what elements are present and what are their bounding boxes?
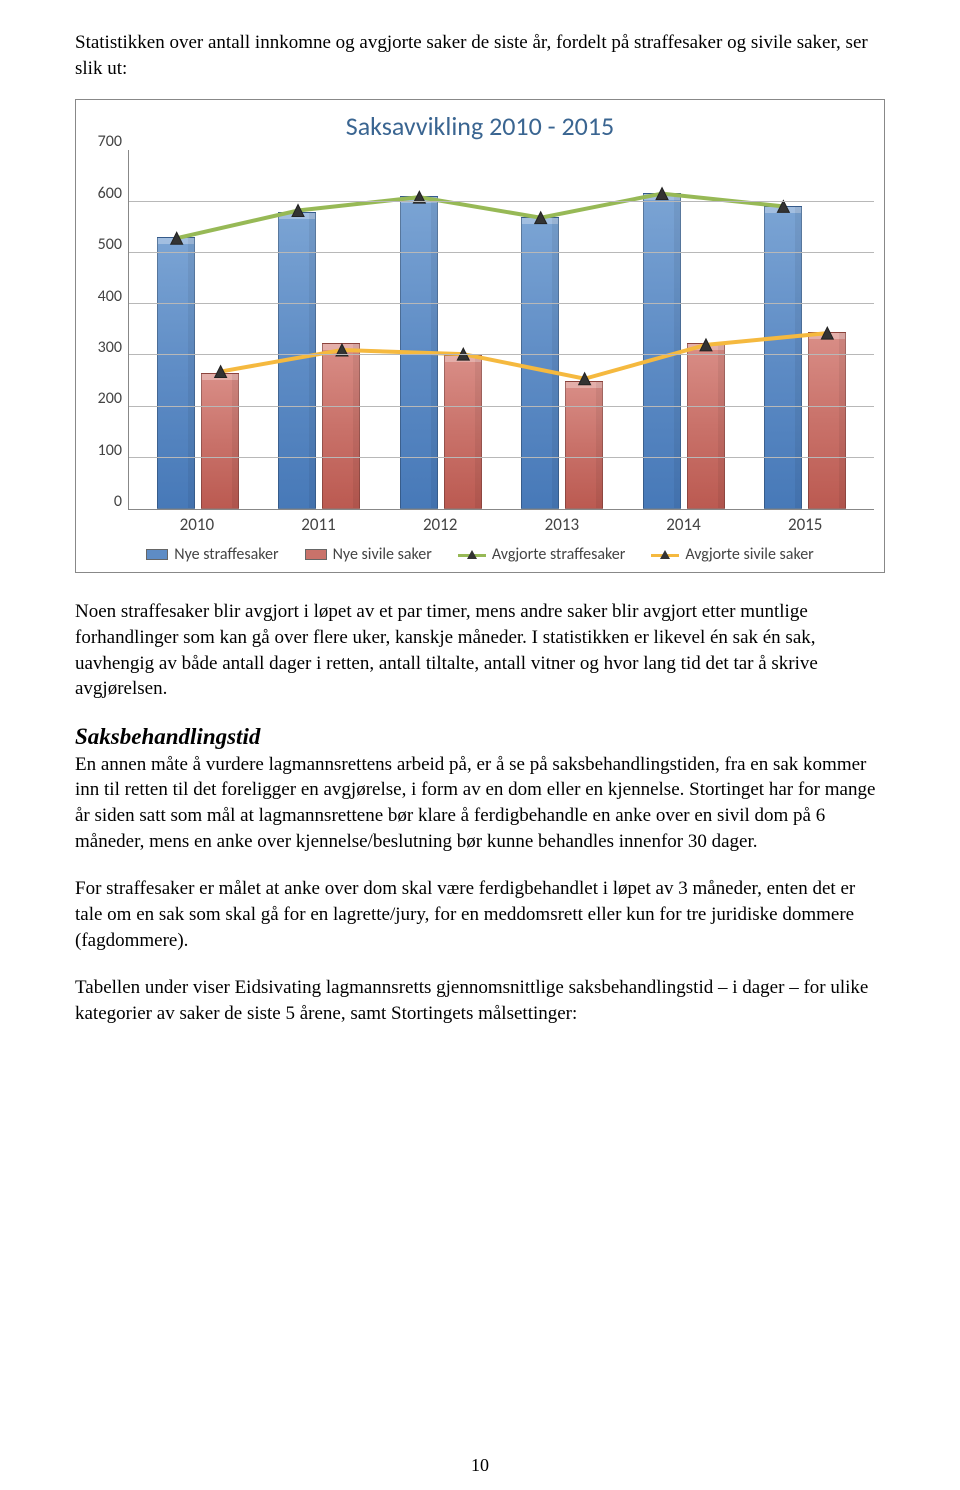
bar-group [745,150,867,509]
page-number: 10 [0,1455,960,1476]
bar-groups [129,150,874,509]
bar-nye-sivile [808,332,846,509]
legend-nye-straffesaker: Nye straffesaker [146,545,278,564]
paragraph-3: For straffesaker er målet at anke over d… [75,876,885,953]
swatch-green-line [458,548,486,562]
paragraph-1: Noen straffesaker blir avgjort i løpet a… [75,599,885,702]
x-axis-labels: 201020112012201320142015 [128,510,874,535]
bar-nye-straffesaker [643,193,681,509]
legend-label: Nye sivile saker [333,545,432,564]
bar-nye-straffesaker [521,217,559,509]
x-tick-label: 2014 [623,514,745,535]
chart-title: Saksavvikling 2010 - 2015 [86,110,874,142]
swatch-red-bar [305,549,327,560]
gridline [129,406,874,407]
legend-label: Avgjorte straffesaker [492,545,625,564]
gridline [129,457,874,458]
y-axis: 7006005004003002001000 [86,150,128,510]
legend-avgjorte-sivile: Avgjorte sivile saker [651,545,813,564]
bar-group [623,150,745,509]
x-tick-label: 2015 [744,514,866,535]
legend-label: Avgjorte sivile saker [685,545,813,564]
bar-nye-straffesaker [157,237,195,509]
gridline [129,252,874,253]
bar-group [137,150,259,509]
gridline [129,354,874,355]
paragraph-4: Tabellen under viser Eidsivating lagmann… [75,975,885,1026]
bar-group [259,150,381,509]
paragraph-2: En annen måte å vurdere lagmannsrettens … [75,752,885,855]
bar-nye-straffesaker [278,212,316,509]
bar-nye-sivile [201,373,239,509]
gridline [129,303,874,304]
legend-avgjorte-straffe: Avgjorte straffesaker [458,545,625,564]
legend-nye-sivile: Nye sivile saker [305,545,432,564]
bar-group [380,150,502,509]
subheading-saksbehandlingstid: Saksbehandlingstid [75,724,885,750]
x-tick-label: 2012 [379,514,501,535]
x-tick-label: 2013 [501,514,623,535]
x-tick-label: 2011 [258,514,380,535]
legend-label: Nye straffesaker [174,545,278,564]
bar-nye-sivile [444,355,482,509]
gridline [129,201,874,202]
bar-nye-sivile [687,343,725,510]
bar-nye-sivile [565,381,603,509]
intro-text: Statistikken over antall innkomne og avg… [75,30,885,81]
chart-container: Saksavvikling 2010 - 2015 70060050040030… [75,99,885,573]
swatch-blue-bar [146,549,168,560]
bar-nye-sivile [322,343,360,510]
swatch-yellow-line [651,548,679,562]
plot-area [128,150,874,510]
bar-group [502,150,624,509]
chart-legend: Nye straffesaker Nye sivile saker Avgjor… [86,545,874,564]
bar-nye-straffesaker [400,196,438,509]
x-tick-label: 2010 [136,514,258,535]
chart-plot: 7006005004003002001000 [86,150,874,510]
